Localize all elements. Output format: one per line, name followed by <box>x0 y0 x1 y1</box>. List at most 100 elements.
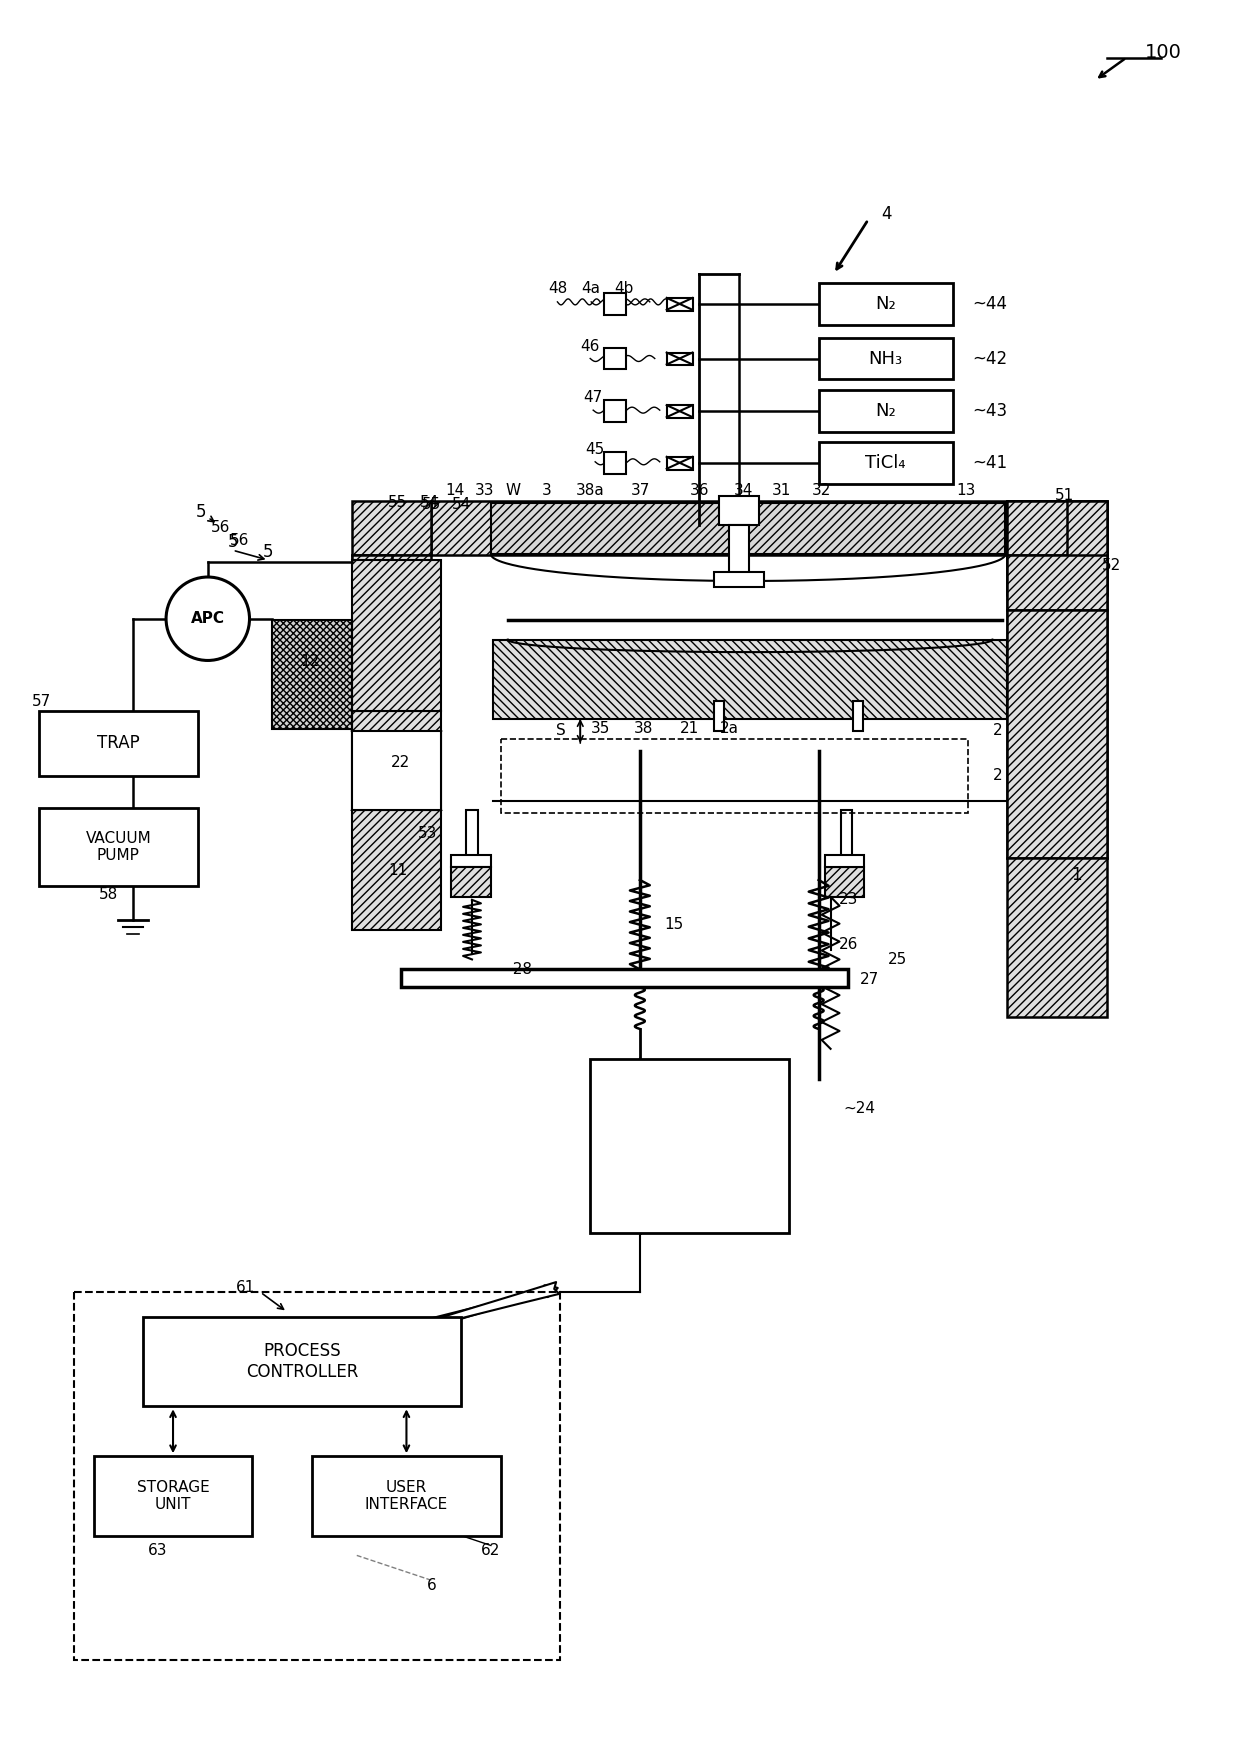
Bar <box>402 969 848 986</box>
Bar <box>451 855 491 867</box>
Bar <box>451 867 491 897</box>
Bar <box>352 711 441 811</box>
Bar <box>73 1293 560 1659</box>
Text: 53: 53 <box>418 825 436 841</box>
Bar <box>719 496 759 526</box>
Text: 37: 37 <box>631 484 651 498</box>
Bar <box>352 561 441 711</box>
Text: 4b: 4b <box>614 282 634 296</box>
Text: 4: 4 <box>882 205 892 224</box>
Text: 61: 61 <box>236 1279 255 1295</box>
Text: 100: 100 <box>1145 44 1182 61</box>
Text: 22: 22 <box>391 755 410 771</box>
Text: 27: 27 <box>861 972 879 986</box>
Bar <box>501 739 967 813</box>
Text: 21: 21 <box>680 722 699 736</box>
Text: 55: 55 <box>422 498 441 512</box>
Text: STORAGE
UNIT: STORAGE UNIT <box>136 1480 210 1512</box>
Text: ~44: ~44 <box>972 294 1008 314</box>
Text: 62: 62 <box>481 1544 501 1558</box>
Text: 6: 6 <box>427 1579 436 1593</box>
Bar <box>38 808 198 887</box>
Text: 33: 33 <box>475 484 495 498</box>
Text: USER
INTERFACE: USER INTERFACE <box>365 1480 448 1512</box>
Bar <box>818 338 952 380</box>
Text: ~41: ~41 <box>972 454 1008 471</box>
Text: ~42: ~42 <box>972 349 1008 368</box>
Text: 46: 46 <box>580 340 600 354</box>
Bar <box>144 1318 461 1407</box>
Bar <box>273 620 352 729</box>
Text: 23: 23 <box>838 892 858 908</box>
Text: ~43: ~43 <box>972 403 1008 420</box>
Text: 52: 52 <box>1102 557 1121 573</box>
Text: 38: 38 <box>634 722 653 736</box>
Text: 55: 55 <box>388 496 407 510</box>
Text: 4a: 4a <box>582 282 600 296</box>
Text: 12: 12 <box>300 653 320 669</box>
Bar <box>825 855 864 867</box>
Text: PROCESS
CONTROLLER: PROCESS CONTROLLER <box>246 1342 358 1381</box>
Bar <box>1007 501 1107 596</box>
Bar <box>818 391 952 433</box>
Bar <box>352 555 432 724</box>
Bar <box>93 1456 253 1535</box>
Text: 5: 5 <box>263 543 274 561</box>
Bar <box>491 503 1006 554</box>
Text: 38a: 38a <box>575 484 605 498</box>
Bar <box>1007 610 1107 858</box>
Text: 36: 36 <box>689 484 709 498</box>
Bar <box>1007 555 1107 610</box>
Bar <box>466 811 477 860</box>
Bar <box>635 969 823 986</box>
Bar <box>818 284 952 324</box>
Bar <box>729 526 749 585</box>
Text: N₂: N₂ <box>875 294 895 314</box>
Text: TiCl₄: TiCl₄ <box>866 454 905 471</box>
Bar <box>825 867 864 897</box>
Bar <box>667 352 692 366</box>
Bar <box>1007 858 1107 1018</box>
Bar <box>492 639 1007 718</box>
Bar <box>818 442 952 484</box>
Text: 5: 5 <box>227 533 238 552</box>
Text: 15: 15 <box>665 916 684 932</box>
Text: 58: 58 <box>99 887 118 902</box>
Text: 14: 14 <box>445 484 465 498</box>
Bar <box>604 347 626 370</box>
Text: 2: 2 <box>993 724 1002 739</box>
Text: 13: 13 <box>956 484 976 498</box>
Text: APC: APC <box>191 611 224 625</box>
Bar <box>1007 501 1066 555</box>
Polygon shape <box>352 731 441 811</box>
Bar <box>604 293 626 315</box>
Text: N₂: N₂ <box>875 403 895 420</box>
Text: 35: 35 <box>590 722 610 736</box>
Bar <box>667 298 692 310</box>
Text: 48: 48 <box>548 282 567 296</box>
Bar <box>1007 501 1107 858</box>
Text: 2a: 2a <box>719 722 739 736</box>
Text: 54: 54 <box>451 498 471 512</box>
Bar <box>38 711 198 776</box>
Bar <box>352 811 441 930</box>
Text: VACUUM
PUMP: VACUUM PUMP <box>86 830 151 864</box>
Bar <box>667 457 692 470</box>
Bar <box>432 501 1107 555</box>
Bar <box>352 555 392 615</box>
Bar <box>604 452 626 473</box>
Text: 54: 54 <box>419 496 439 510</box>
Text: ~24: ~24 <box>843 1100 875 1116</box>
Text: 11: 11 <box>388 862 407 878</box>
Text: ~28: ~28 <box>501 962 533 978</box>
Text: 51: 51 <box>1055 489 1075 503</box>
Text: NH₃: NH₃ <box>868 349 903 368</box>
Text: 63: 63 <box>149 1544 167 1558</box>
Circle shape <box>166 576 249 661</box>
Text: 56: 56 <box>211 520 231 534</box>
Text: 57: 57 <box>32 694 52 708</box>
Text: 45: 45 <box>585 443 605 457</box>
Bar <box>352 501 432 555</box>
Text: 47: 47 <box>584 389 603 405</box>
Text: S: S <box>556 724 565 739</box>
